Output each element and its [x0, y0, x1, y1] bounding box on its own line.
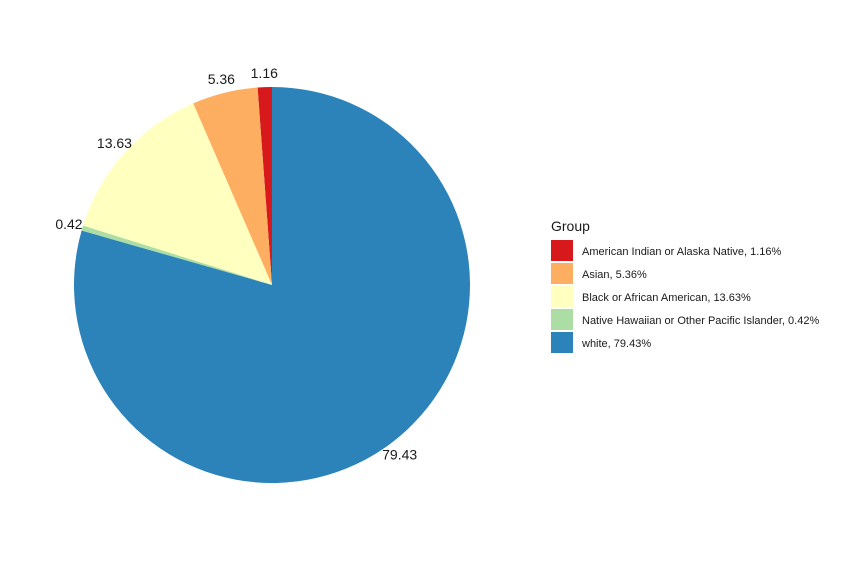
- legend-title: Group: [551, 218, 590, 234]
- pie-slices: [73, 87, 470, 483]
- pie-slice-1: [193, 87, 272, 286]
- slice-value-labels: 1.16 5.36 13.63 0.42 79.43: [55, 65, 417, 462]
- slice-value-label: 79.43: [382, 446, 417, 462]
- legend-entry-label: Native Hawaiian or Other Pacific Islande…: [582, 315, 819, 327]
- legend-entry-label: American Indian or Alaska Native, 1.16%: [582, 246, 782, 258]
- legend-key: [551, 309, 573, 330]
- legend-key: [551, 286, 573, 307]
- pie-slice-2: [83, 103, 272, 285]
- legend-key: [551, 240, 573, 261]
- legend-entry-label: Black or African American, 13.63%: [582, 292, 751, 304]
- pie-slice-3: [81, 225, 272, 285]
- legend-entry-label: Asian, 5.36%: [582, 269, 647, 281]
- slice-value-label: 0.42: [55, 216, 82, 232]
- legend-key: [551, 263, 573, 284]
- legend-entry-label: white, 79.43%: [581, 338, 651, 350]
- legend-key: [551, 332, 573, 353]
- legend: Group American Indian or Alaska Native, …: [551, 218, 819, 353]
- pie-slice-0: [257, 87, 272, 285]
- slice-value-label: 13.63: [97, 135, 132, 151]
- pie-slice-4: [73, 87, 470, 483]
- slice-value-label: 1.16: [251, 65, 278, 81]
- slice-value-label: 5.36: [208, 71, 235, 87]
